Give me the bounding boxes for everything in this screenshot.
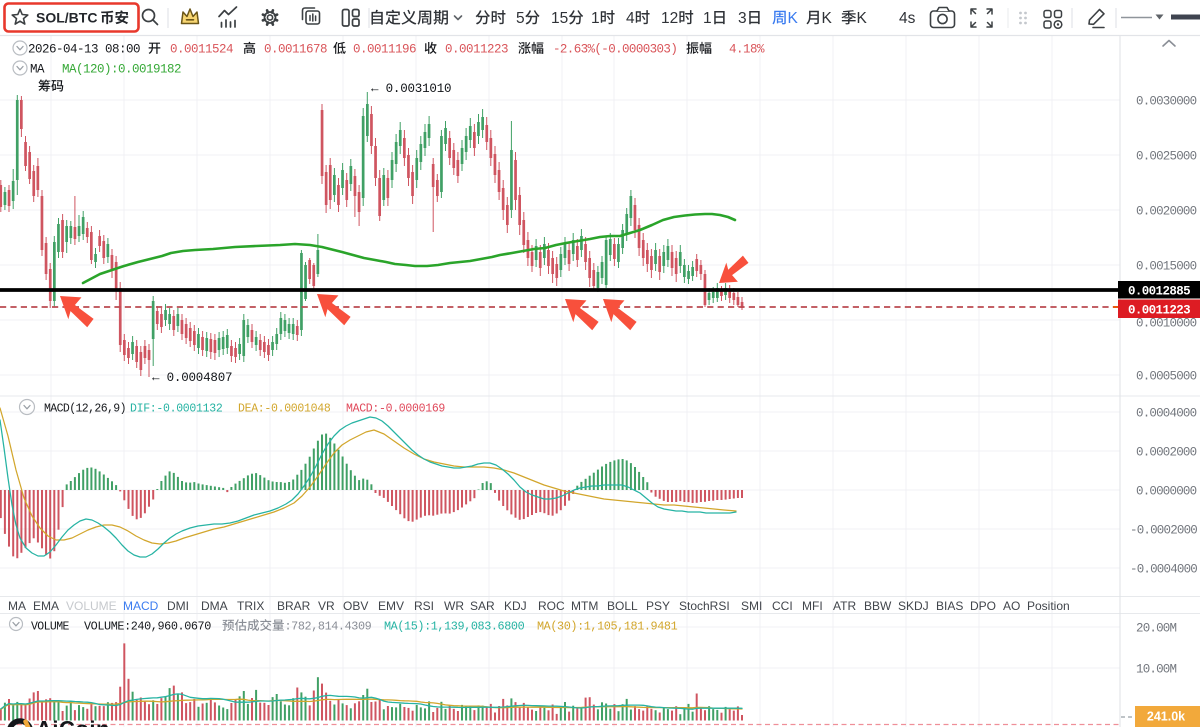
svg-text:1: 1: [703, 10, 712, 27]
svg-text:15: 15: [551, 10, 568, 27]
svg-text:MA(30):1,105,181.9481: MA(30):1,105,181.9481: [537, 620, 678, 634]
svg-text:KDJ: KDJ: [504, 599, 527, 613]
svg-text:0.0025000: 0.0025000: [1136, 149, 1197, 163]
svg-text:DIF:-0.0001132: DIF:-0.0001132: [130, 403, 223, 416]
svg-text:DEA:-0.0001048: DEA:-0.0001048: [238, 403, 331, 416]
svg-text:VOLUME: VOLUME: [66, 599, 117, 613]
svg-text:MFI: MFI: [802, 599, 823, 613]
svg-text:MA: MA: [30, 63, 45, 77]
svg-text:MA: MA: [8, 599, 26, 613]
svg-text:4: 4: [626, 10, 635, 27]
svg-text:BBW: BBW: [864, 599, 892, 613]
svg-text:K: K: [788, 10, 799, 27]
svg-text:VR: VR: [318, 599, 335, 613]
svg-text:DPO: DPO: [970, 599, 996, 613]
svg-text:ATR: ATR: [833, 599, 856, 613]
svg-text:5: 5: [516, 10, 525, 27]
svg-text:AiCoin: AiCoin: [36, 717, 110, 727]
svg-text:SAR: SAR: [470, 599, 495, 613]
svg-text:12: 12: [661, 10, 678, 27]
svg-text:K: K: [857, 10, 868, 27]
svg-text:0.0011524: 0.0011524: [170, 43, 233, 57]
svg-text:RSI: RSI: [414, 599, 434, 613]
svg-text::782,814.4309: :782,814.4309: [285, 620, 372, 634]
svg-text:MACD: MACD: [123, 599, 159, 613]
svg-text:MACD:-0.0000169: MACD:-0.0000169: [346, 403, 445, 416]
svg-text:BOLL: BOLL: [607, 599, 638, 613]
svg-text:BRAR: BRAR: [277, 599, 311, 613]
svg-text:DMI: DMI: [167, 599, 189, 613]
svg-text:MTM: MTM: [571, 599, 598, 613]
svg-text:0.0011678: 0.0011678: [264, 43, 327, 57]
svg-text:CCI: CCI: [772, 599, 793, 613]
svg-text:AO: AO: [1003, 599, 1020, 613]
svg-text:241.0k: 241.0k: [1147, 710, 1185, 724]
svg-text:0.0005000: 0.0005000: [1136, 369, 1197, 383]
svg-text:0.0000000: 0.0000000: [1136, 484, 1197, 498]
svg-text:EMV: EMV: [378, 599, 404, 613]
svg-text:0.0015000: 0.0015000: [1136, 259, 1197, 273]
svg-text:K: K: [822, 10, 833, 27]
svg-text:0.0012885: 0.0012885: [1128, 285, 1190, 299]
svg-text:-0.0004000: -0.0004000: [1130, 562, 1197, 576]
svg-text:MA(120):0.0019182: MA(120):0.0019182: [62, 63, 181, 77]
svg-text:← 0.0031010: ← 0.0031010: [371, 82, 451, 96]
svg-text:0.0011196: 0.0011196: [353, 43, 416, 57]
svg-text:TRIX: TRIX: [237, 599, 264, 613]
svg-text:4s: 4s: [899, 10, 916, 27]
svg-text:StochRSI: StochRSI: [679, 599, 730, 613]
svg-text:VOLUME:240,960.0670: VOLUME:240,960.0670: [84, 620, 211, 634]
svg-text:MA(15):1,139,083.6800: MA(15):1,139,083.6800: [384, 620, 525, 634]
svg-text:3: 3: [738, 10, 747, 27]
svg-text:DMA: DMA: [201, 599, 228, 613]
svg-text:0.0002000: 0.0002000: [1136, 445, 1197, 459]
svg-text:MACD(12,26,9): MACD(12,26,9): [44, 403, 126, 416]
svg-text:OBV: OBV: [343, 599, 368, 613]
svg-text:0.0004000: 0.0004000: [1136, 406, 1197, 420]
svg-text:20.00M: 20.00M: [1136, 621, 1177, 635]
svg-text:0.0011223: 0.0011223: [445, 43, 508, 57]
svg-text:4.18%: 4.18%: [729, 43, 765, 57]
svg-text:0.0020000: 0.0020000: [1136, 204, 1197, 218]
svg-text:WR: WR: [444, 599, 464, 613]
svg-text:SMI: SMI: [741, 599, 762, 613]
svg-text:EMA: EMA: [33, 599, 59, 613]
svg-text:← 0.0004807: ← 0.0004807: [152, 371, 232, 385]
svg-text:-2.63%(-0.0000303): -2.63%(-0.0000303): [553, 43, 677, 57]
svg-text:10.00M: 10.00M: [1136, 662, 1177, 676]
svg-text:VOLUME: VOLUME: [31, 621, 70, 634]
svg-text:-0.0002000: -0.0002000: [1130, 523, 1197, 537]
svg-text:2026-04-13 08:00: 2026-04-13 08:00: [28, 43, 140, 57]
svg-text:1: 1: [591, 10, 600, 27]
svg-text:ROC: ROC: [538, 599, 565, 613]
svg-text:PSY: PSY: [646, 599, 670, 613]
svg-text:Position: Position: [1027, 599, 1070, 613]
svg-text:SKDJ: SKDJ: [898, 599, 929, 613]
svg-text:0.0010000: 0.0010000: [1136, 316, 1197, 330]
svg-text:BIAS: BIAS: [936, 599, 963, 613]
svg-text:SOL/BTC: SOL/BTC: [36, 10, 97, 26]
svg-text:0.0011223: 0.0011223: [1128, 304, 1190, 318]
svg-text:0.0030000: 0.0030000: [1136, 94, 1197, 108]
